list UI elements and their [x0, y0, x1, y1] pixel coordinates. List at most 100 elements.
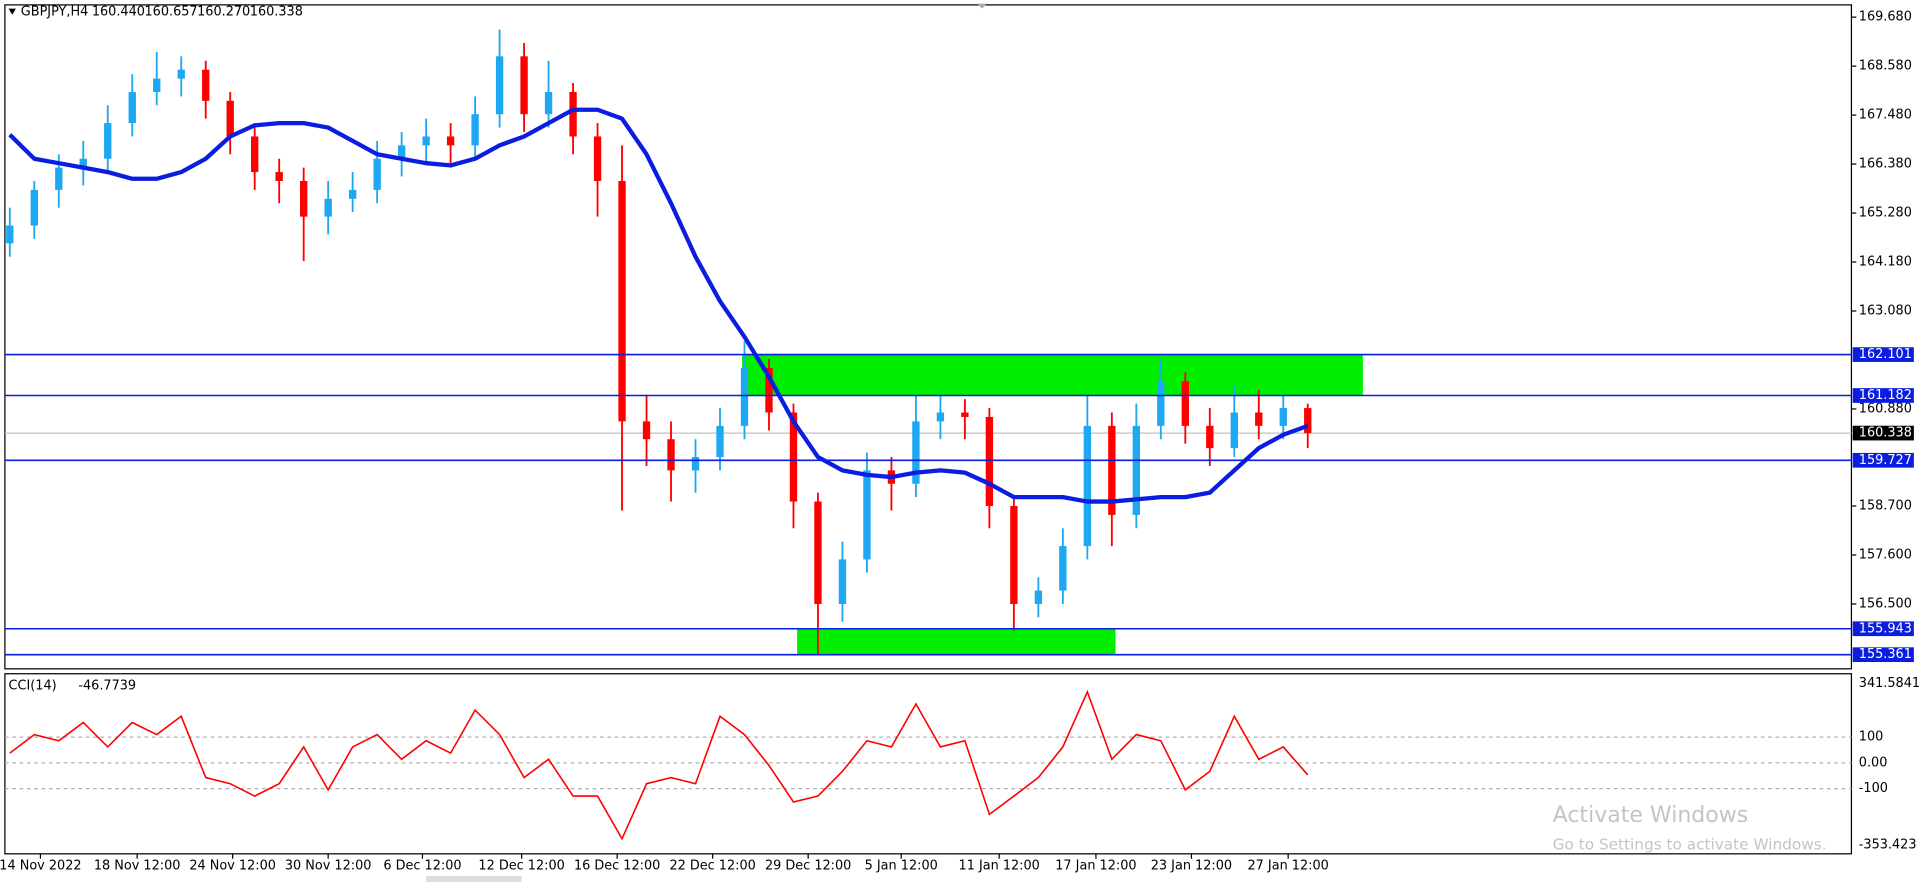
candle-body [1230, 412, 1238, 449]
zone [797, 628, 1116, 655]
y-tick-label: 165.280 [1859, 206, 1912, 221]
level-label: 162.101 [1859, 347, 1912, 362]
candle-body [471, 114, 479, 146]
candle-body [177, 69, 185, 79]
candle-body [30, 189, 38, 226]
level-label-box [1852, 621, 1914, 637]
candle-body [348, 189, 357, 199]
header-value: 160.338 [250, 5, 303, 20]
y-tick-label: 164.180 [1859, 255, 1912, 270]
y-tick-label: 0.00 [1859, 755, 1888, 770]
moving-average [8, 107, 1309, 504]
candle-body [1181, 381, 1189, 426]
candle-body [275, 172, 283, 181]
y-tick-label: 163.080 [1859, 303, 1912, 318]
y-tick-label: 341.5841 [1859, 676, 1920, 691]
candle-body [544, 91, 553, 115]
candle-body [300, 180, 308, 217]
x-tick-label: 11 Jan 12:00 [959, 859, 1040, 874]
y-tick-label: -100 [1859, 781, 1888, 796]
y-tick-label: 169.680 [1859, 10, 1912, 25]
x-tick-label: 24 Nov 12:00 [189, 859, 276, 874]
candle-body [79, 158, 87, 168]
x-tick-label: 12 Dec 12:00 [478, 859, 564, 874]
cci-value: -46.7739 [78, 678, 136, 693]
level-label: 159.727 [1859, 453, 1912, 468]
candle-body [667, 439, 675, 471]
candle-body [863, 470, 871, 560]
candle-body [740, 367, 749, 426]
x-tick-label: 5 Jan 12:00 [865, 859, 938, 874]
y-tick-label: 166.380 [1859, 157, 1912, 172]
candle-body [1255, 412, 1263, 426]
x-tick-label: 16 Dec 12:00 [574, 859, 660, 874]
y-tick-label: 157.600 [1859, 547, 1912, 562]
scroll-marker [977, 3, 987, 9]
main-frame [4, 4, 1853, 670]
x-tick-label: 22 Dec 12:00 [669, 859, 755, 874]
cci-frame [4, 673, 1853, 855]
candle-body [397, 145, 406, 159]
level-label-box [1852, 388, 1914, 403]
menu-triangle[interactable] [8, 8, 16, 15]
candle-body [765, 367, 773, 413]
candle-body [716, 425, 724, 458]
candle-body [153, 78, 161, 92]
level-label: 155.361 [1859, 647, 1912, 662]
candle-body [1132, 425, 1140, 515]
candle-body [618, 180, 626, 422]
zone [742, 354, 1363, 396]
y-tick-label: -353.423 [1859, 838, 1917, 853]
y-tick-label: 168.580 [1859, 59, 1912, 74]
candle-body [520, 56, 528, 115]
header-value: 160.270 [197, 5, 250, 20]
candle-body [324, 198, 332, 217]
candle-body [1108, 425, 1116, 515]
candle-body [961, 412, 969, 417]
candle-body [128, 91, 136, 124]
level-label-box [1852, 452, 1914, 468]
candle-body [1304, 408, 1312, 434]
candle-body [691, 457, 700, 471]
candle-body [789, 412, 798, 502]
candle-body [1279, 408, 1287, 426]
candle-body [202, 69, 210, 101]
candle-body [55, 167, 63, 190]
y-tick-label: 156.500 [1859, 596, 1912, 611]
candle-body [1034, 590, 1043, 604]
watermark-title: Activate Windows [1553, 803, 1749, 828]
x-tick-label: 29 Dec 12:00 [765, 859, 851, 874]
level-label-box [1852, 347, 1914, 362]
candle-body [446, 136, 455, 146]
candle-body [1059, 546, 1067, 591]
x-tick-label: 14 Nov 2022 [0, 859, 82, 874]
watermark-subtitle: Go to Settings to activate Windows. [1553, 836, 1827, 854]
cci-line [9, 689, 1309, 841]
cci-label: CCI(14) [9, 678, 57, 693]
candle-body [104, 123, 112, 159]
candle-body [6, 225, 14, 244]
candle-body [1157, 381, 1165, 426]
scrollbar[interactable] [426, 875, 522, 882]
y-tick-label: 160.880 [1859, 401, 1912, 416]
candle-body [814, 501, 822, 604]
x-tick-label: 27 Jan 12:00 [1248, 859, 1329, 874]
last-price-box [1852, 425, 1914, 441]
candle-body [422, 136, 430, 146]
candle-body [642, 421, 651, 440]
level-label: 155.943 [1859, 621, 1912, 636]
symbol-label: GBPJPY,H4 [21, 5, 89, 20]
y-tick-label: 158.700 [1859, 499, 1912, 514]
last-price-label: 160.338 [1859, 426, 1912, 441]
x-tick-label: 30 Nov 12:00 [285, 859, 372, 874]
level-label: 161.182 [1859, 388, 1912, 403]
candle-body [936, 412, 945, 422]
x-tick-label: 18 Nov 12:00 [94, 859, 181, 874]
candle-body [1010, 506, 1018, 604]
candle-body [251, 136, 259, 173]
x-tick-label: 6 Dec 12:00 [383, 859, 461, 874]
header-value: 160.657 [144, 5, 197, 20]
level-label-box [1852, 647, 1914, 663]
